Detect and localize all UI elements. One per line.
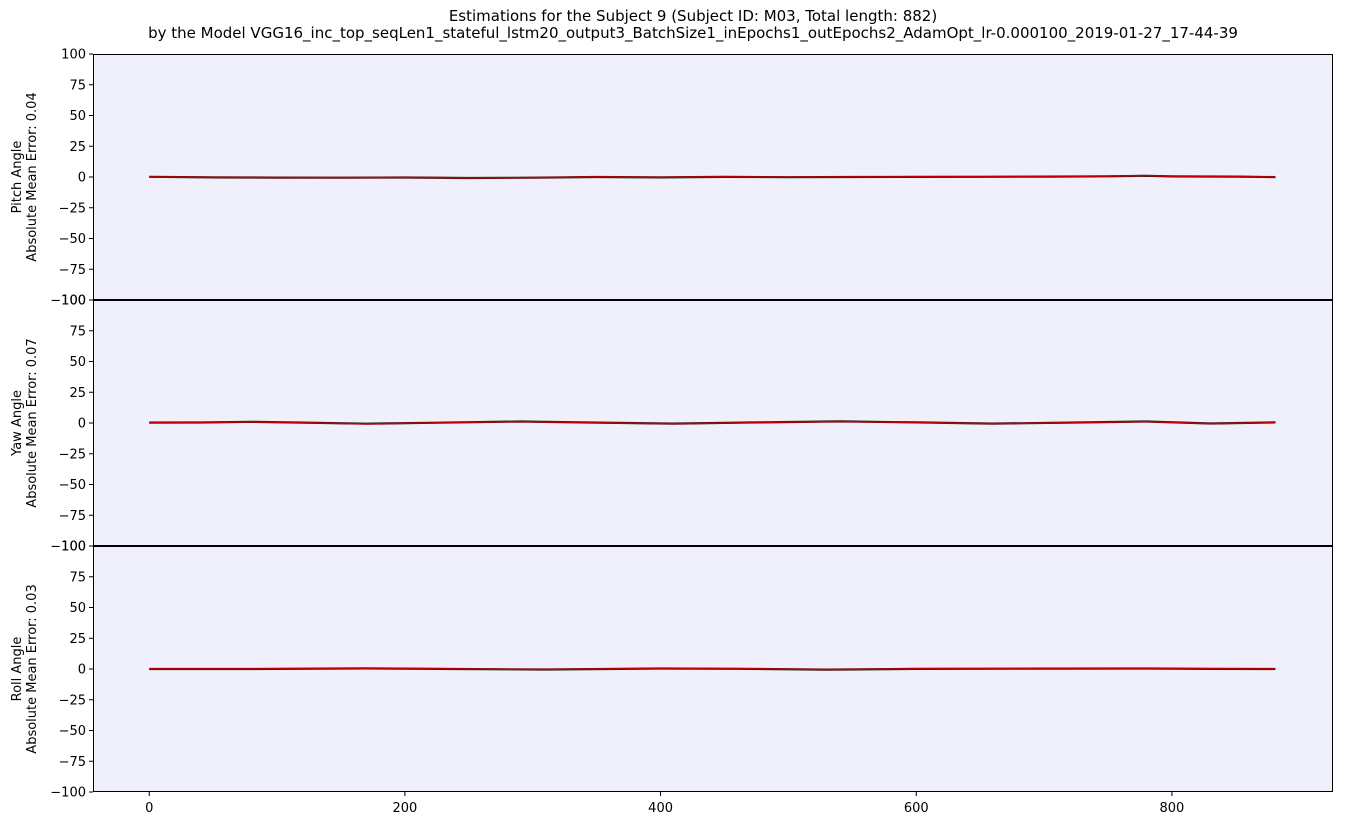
chart-title-line1: Estimations for the Subject 9 (Subject I…	[448, 7, 938, 25]
panel-2-y-axis-label: Yaw Angle	[10, 390, 25, 457]
panel-2-y-axis-error-label: Absolute Mean Error: 0.07	[25, 338, 40, 507]
panel-1-y-axis-error-label: Absolute Mean Error: 0.04	[25, 92, 40, 261]
panel-3-estimation-line	[149, 667, 1276, 671]
panel-2-y-tick-label: −50	[59, 478, 86, 493]
panel-3-x-tick-label: 400	[648, 801, 673, 816]
panel-2-y-tick-label: 25	[69, 386, 86, 401]
chart-title-line2: by the Model VGG16_inc_top_seqLen1_state…	[148, 24, 1238, 42]
panel-3-y-axis-label: Roll Angle	[10, 637, 25, 702]
panel-3-y-tick-label: −100	[50, 786, 86, 801]
panel-3-y-tick-label: 100	[61, 540, 86, 555]
panel-3-y-tick-label: 50	[69, 601, 86, 616]
panel-3-x-tick-label: 600	[904, 801, 929, 816]
panel-2-y-tick-label: 100	[61, 294, 86, 309]
panel-1-y-tick-label: 25	[69, 140, 86, 155]
panel-3-y-axis-error-label: Absolute Mean Error: 0.03	[25, 584, 40, 753]
panel-1-y-tick-label: 0	[78, 171, 86, 186]
panel-1-estimation-line	[149, 174, 1276, 179]
panel-2-y-tick-label: 0	[78, 417, 86, 432]
panel-2-estimation-line	[149, 420, 1276, 425]
panel-1-y-tick-label: −100	[50, 294, 86, 309]
panel-3-y-tick-label: 25	[69, 632, 86, 647]
panel-2-frame	[93, 300, 1333, 546]
panel-1-y-tick-label: −75	[59, 263, 86, 278]
panel-1-y-tick-label: −50	[59, 232, 86, 247]
panel-3-frame	[93, 546, 1333, 792]
panel-3-x-tick-label: 0	[145, 801, 153, 816]
panel-1-y-tick-label: −25	[59, 201, 86, 216]
panel-1-y-tick-label: 75	[69, 78, 86, 93]
panel-3-x-tick-label: 200	[393, 801, 418, 816]
panel-3-y-tick-label: −50	[59, 724, 86, 739]
panel-1-frame	[93, 54, 1333, 300]
panel-1-y-axis-label: Pitch Angle	[10, 141, 25, 214]
panel-2-y-tick-label: −75	[59, 509, 86, 524]
panel-2-y-tick-label: 50	[69, 355, 86, 370]
panel-3-y-tick-label: 0	[78, 663, 86, 678]
panel-2-y-tick-label: −100	[50, 540, 86, 555]
panel-3-y-tick-label: 75	[69, 570, 86, 585]
panel-2-y-tick-label: −25	[59, 447, 86, 462]
panel-3-x-tick-label: 800	[1160, 801, 1185, 816]
panel-1-y-tick-label: 50	[69, 109, 86, 124]
panel-3-y-tick-label: −25	[59, 693, 86, 708]
panel-2-y-tick-label: 75	[69, 324, 86, 339]
panel-3-y-tick-label: −75	[59, 755, 86, 770]
panel-1-y-tick-label: 100	[61, 48, 86, 63]
